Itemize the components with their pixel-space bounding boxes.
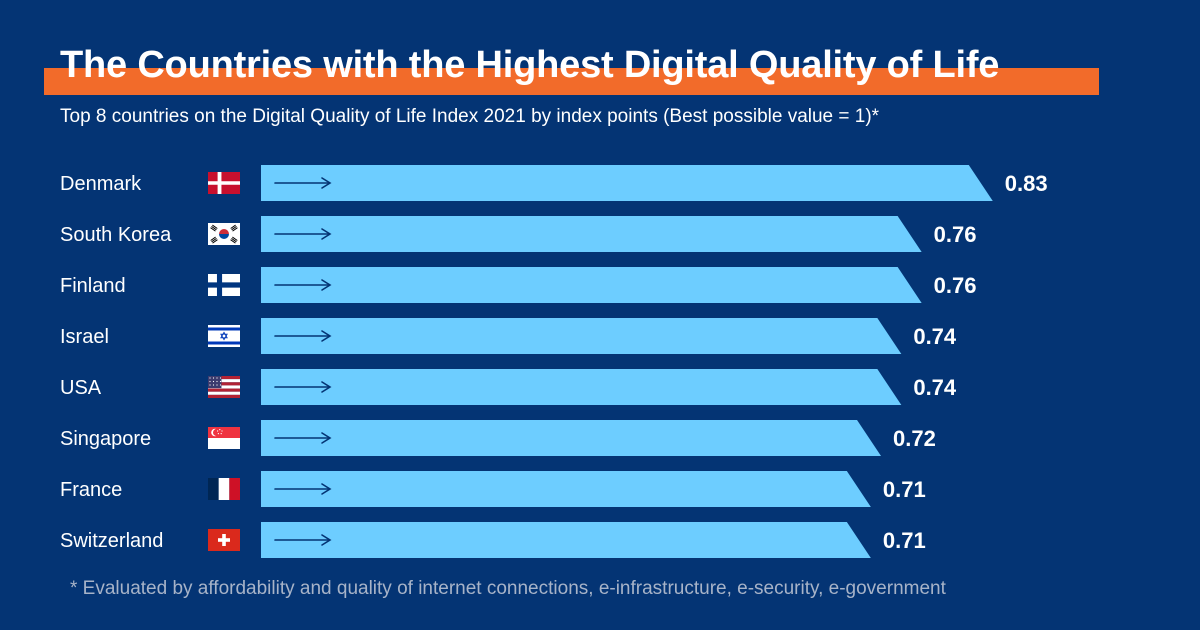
arrow-right-icon (274, 279, 332, 291)
country-label-israel: Israel (60, 326, 109, 348)
title-highlight-bar (44, 68, 1099, 95)
france-flag-icon (208, 478, 240, 500)
arrow-right-icon (274, 381, 332, 393)
chart-subtitle: Top 8 countries on the Digital Quality o… (60, 106, 880, 127)
value-label-israel: 0.74 (913, 324, 957, 349)
singapore-flag-icon (208, 427, 240, 449)
arrow-right-icon (274, 330, 332, 342)
finland-flag-icon (208, 274, 240, 296)
arrow-right-icon (274, 228, 332, 240)
bar-switzerland (261, 522, 871, 558)
south-korea-flag-icon (208, 223, 240, 245)
country-label-singapore: Singapore (60, 428, 151, 450)
country-label-denmark: Denmark (60, 173, 142, 195)
bar-singapore (261, 420, 882, 456)
country-label-switzerland: Switzerland (60, 530, 163, 552)
value-label-singapore: 0.72 (893, 426, 936, 451)
bar-south-korea (261, 216, 922, 252)
country-label-usa: USA (60, 377, 102, 399)
denmark-flag-icon (208, 172, 240, 194)
footnote: * Evaluated by affordability and quality… (70, 578, 946, 599)
arrow-right-icon (274, 177, 332, 189)
country-label-finland: Finland (60, 275, 126, 297)
value-label-usa: 0.74 (913, 375, 957, 400)
bar-finland (261, 267, 922, 303)
chart-title: The Countries with the Highest Digital Q… (60, 44, 1000, 86)
bar-usa (261, 369, 902, 405)
bar-france (261, 471, 871, 507)
switzerland-flag-icon (208, 529, 240, 551)
arrow-right-icon (274, 432, 332, 444)
value-label-south-korea: 0.76 (934, 222, 977, 247)
arrow-right-icon (274, 483, 332, 495)
arrow-right-icon (274, 534, 332, 546)
bar-israel (261, 318, 902, 354)
value-label-france: 0.71 (883, 477, 926, 502)
israel-flag-icon (208, 325, 240, 347)
value-label-finland: 0.76 (934, 273, 977, 298)
usa-flag-icon (208, 376, 240, 398)
country-label-france: France (60, 479, 122, 501)
value-label-switzerland: 0.71 (883, 528, 926, 553)
value-label-denmark: 0.83 (1005, 171, 1048, 196)
country-label-south-korea: South Korea (60, 224, 172, 246)
bar-denmark (261, 165, 993, 201)
